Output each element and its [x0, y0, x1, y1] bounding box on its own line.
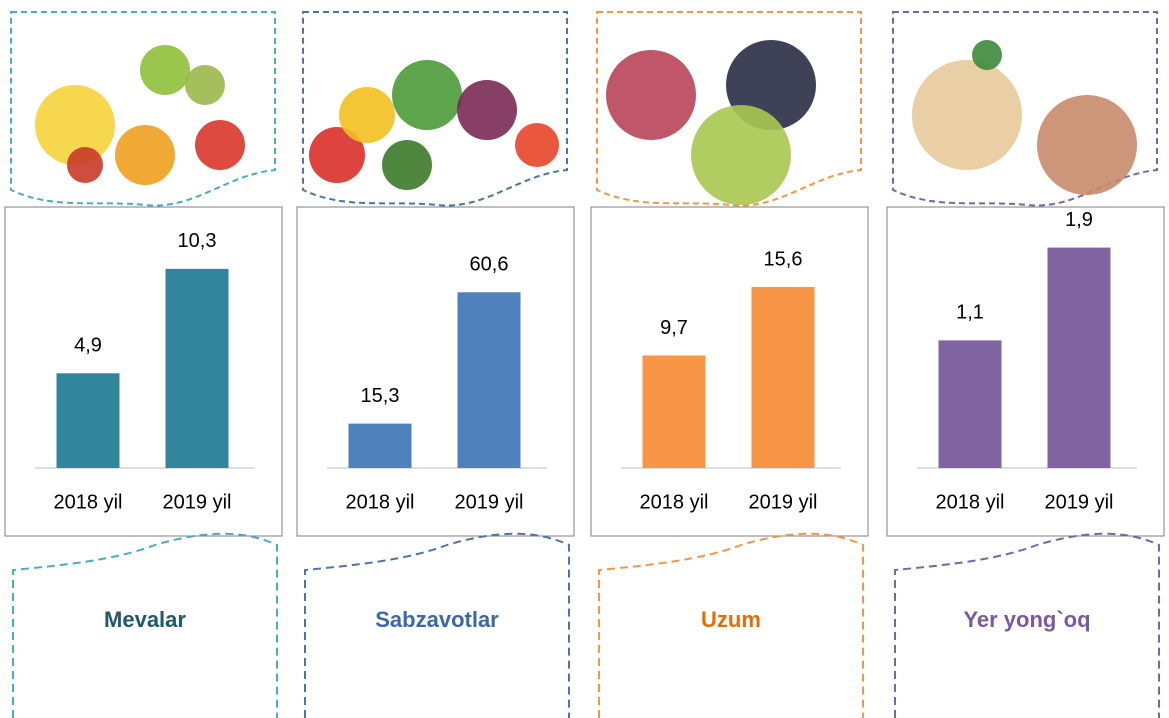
picture-shape: [195, 120, 245, 170]
picture-shape: [115, 125, 175, 185]
picture-shape: [912, 60, 1022, 170]
infographic: 4,9 2018 yil 10,3 2019 yil Mevalar 15,3 2018 y…: [0, 0, 1169, 718]
value-label: 60,6: [470, 254, 509, 276]
x-tick-label: 2019 yil: [455, 491, 524, 513]
picture-shape: [457, 80, 517, 140]
picture-shape: [392, 60, 462, 130]
picture-shape: [1037, 95, 1137, 195]
x-tick-label: 2018 yil: [936, 491, 1005, 513]
picture-shape: [606, 50, 696, 140]
chart-frame: [5, 207, 282, 536]
category-title: Uzum: [701, 607, 761, 632]
picture-shape: [339, 87, 395, 143]
bar: [166, 269, 229, 468]
bar: [1048, 248, 1111, 468]
value-label: 15,6: [764, 248, 803, 270]
category-title: Mevalar: [104, 607, 186, 632]
picture-shape: [185, 65, 225, 105]
x-tick-label: 2018 yil: [54, 491, 123, 513]
value-label: 9,7: [660, 317, 688, 339]
picture-shape: [691, 105, 791, 205]
bar: [57, 373, 120, 468]
picture-shape: [140, 45, 190, 95]
picture-shape: [382, 140, 432, 190]
bar: [643, 355, 706, 468]
category-title: Yer yong`oq: [963, 607, 1090, 632]
chart-frame: [297, 207, 574, 536]
picture-shape: [515, 123, 559, 167]
x-tick-label: 2019 yil: [163, 491, 232, 513]
x-tick-label: 2018 yil: [640, 491, 709, 513]
bar: [939, 340, 1002, 468]
x-tick-label: 2019 yil: [749, 491, 818, 513]
value-label: 1,1: [956, 302, 984, 324]
picture-shape: [67, 147, 103, 183]
x-tick-label: 2019 yil: [1045, 491, 1114, 513]
value-label: 15,3: [361, 385, 400, 407]
bar: [349, 424, 412, 468]
x-tick-label: 2018 yil: [346, 491, 415, 513]
value-label: 1,9: [1065, 209, 1093, 231]
category-title: Sabzavotlar: [375, 607, 499, 632]
chart-frame: [591, 207, 868, 536]
bar: [458, 292, 521, 468]
value-label: 4,9: [74, 335, 102, 357]
value-label: 10,3: [178, 230, 217, 252]
chart-frame: [887, 207, 1164, 536]
picture-shape: [972, 40, 1002, 70]
bar: [752, 287, 815, 468]
